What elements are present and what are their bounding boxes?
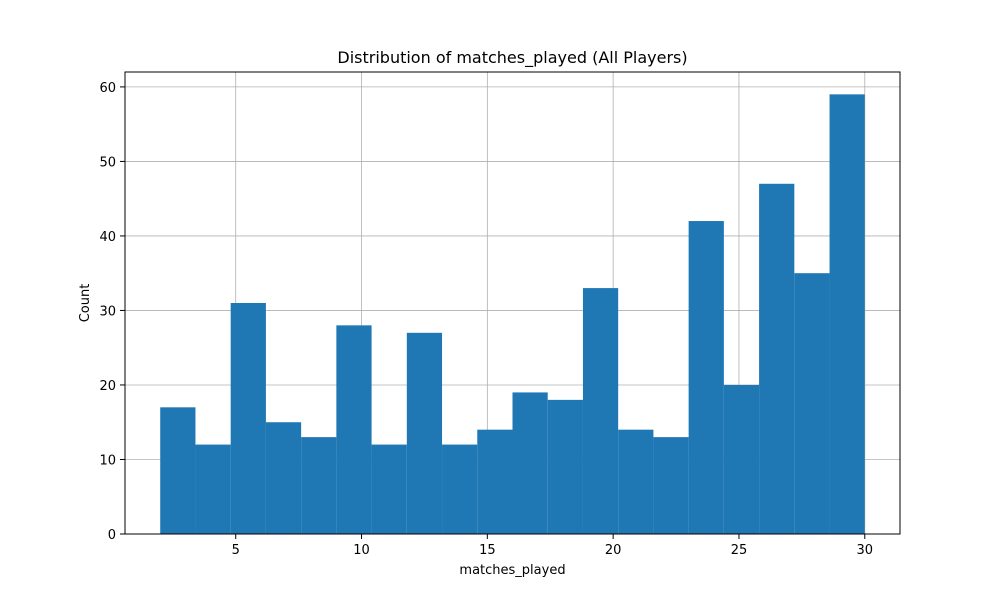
histogram-bar xyxy=(195,444,231,534)
histogram-bar xyxy=(160,407,196,534)
histogram-bar xyxy=(829,94,865,535)
histogram-bar xyxy=(477,429,513,534)
y-tick-label: 40 xyxy=(99,230,116,245)
histogram-bar xyxy=(442,444,478,534)
histogram-bar xyxy=(371,444,407,534)
histogram-bar xyxy=(336,325,372,534)
histogram-bar xyxy=(547,399,583,534)
y-tick-label: 10 xyxy=(99,453,116,468)
histogram-bar xyxy=(512,392,548,534)
y-tick-label: 50 xyxy=(99,155,116,170)
histogram-bar xyxy=(582,288,619,534)
x-tick-label: 20 xyxy=(605,543,622,558)
y-tick-label: 60 xyxy=(99,81,116,96)
y-tick-label: 30 xyxy=(99,304,116,319)
x-tick-label: 30 xyxy=(856,543,873,558)
histogram-bar xyxy=(723,384,760,534)
x-tick-label: 15 xyxy=(479,543,496,558)
x-tick-label: 25 xyxy=(731,543,748,558)
plot-frame xyxy=(124,71,901,535)
y-tick-label: 20 xyxy=(99,379,116,394)
histogram-bar xyxy=(794,273,830,534)
histogram-bar xyxy=(301,437,337,534)
histogram-bar xyxy=(653,437,689,534)
histogram-bar xyxy=(406,332,443,534)
x-tick-label: 10 xyxy=(353,543,370,558)
chart-title: Distribution of matches_played (All Play… xyxy=(337,48,687,68)
x-axis-label: matches_played xyxy=(459,563,565,578)
axis-ticks: 5 10 15 20 25 30 0 10 20 30 40 50 60 xyxy=(99,81,873,558)
histogram-bar xyxy=(759,183,795,534)
bars xyxy=(160,94,865,535)
y-tick-label: 0 xyxy=(108,528,116,543)
histogram-bar xyxy=(688,221,724,534)
x-tick-label: 5 xyxy=(232,543,240,558)
histogram-bar xyxy=(618,429,654,534)
histogram-bar xyxy=(265,422,302,534)
y-axis-label: Count xyxy=(78,284,93,323)
histogram-bar xyxy=(230,303,266,534)
